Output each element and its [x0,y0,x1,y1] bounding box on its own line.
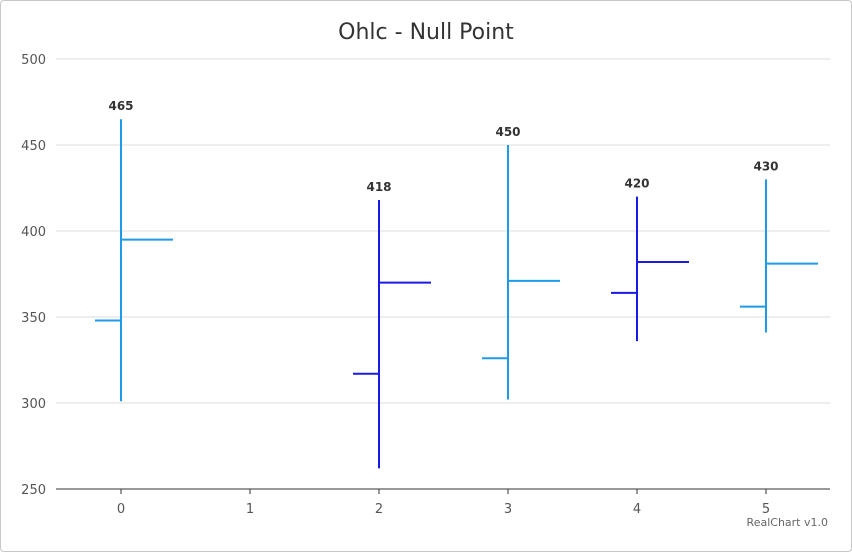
data-label: 465 [108,99,133,113]
data-label: 430 [753,159,778,173]
data-label: 418 [366,180,391,194]
y-tick-label: 300 [21,397,46,412]
chart-credit: RealChart v1.0 [746,516,828,529]
x-tick-label: 5 [762,502,770,517]
x-tick-label: 2 [375,502,383,517]
chart-title: Ohlc - Null Point [338,20,514,45]
y-tick-label: 350 [21,311,46,326]
y-tick-label: 500 [21,53,46,68]
x-tick-label: 4 [633,502,641,517]
x-tick-label: 0 [117,502,125,517]
x-tick-label: 3 [504,502,512,517]
y-tick-label: 400 [21,225,46,240]
data-label: 450 [495,125,520,139]
y-tick-label: 450 [21,139,46,154]
y-tick-label: 250 [21,483,46,498]
data-label: 420 [624,177,649,191]
x-tick-label: 1 [246,502,254,517]
